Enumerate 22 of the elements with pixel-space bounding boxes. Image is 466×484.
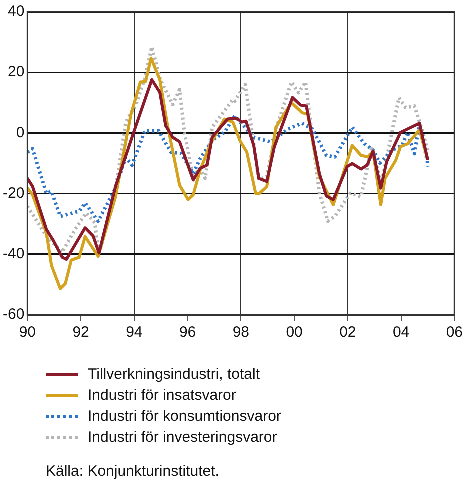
y-tick-label: 20	[8, 64, 25, 81]
y-tick-label: -20	[2, 184, 25, 202]
y-tick-label: 40	[8, 3, 25, 20]
x-tick-label: 06	[446, 324, 463, 342]
y-tick-label: -60	[2, 306, 25, 324]
x-tick-label: 90	[19, 324, 36, 342]
legend-label: Industri för insatsvaror	[88, 387, 236, 404]
legend-label: Industri för investeringsvaror	[88, 429, 278, 446]
x-tick-label: 98	[232, 324, 250, 342]
x-tick-label: 04	[392, 324, 410, 342]
x-tick-label: 00	[286, 324, 303, 342]
x-tick-label: 02	[340, 324, 356, 342]
legend-label: Industri för konsumtionsvaror	[88, 408, 282, 425]
legend-label: Tillverkningsindustri, totalt	[88, 366, 260, 383]
y-tick-label: 0	[16, 124, 25, 142]
x-tick-label: 92	[72, 324, 90, 342]
line-series	[28, 45, 430, 256]
line-series	[28, 114, 430, 224]
x-tick-label: 96	[179, 324, 196, 342]
x-tick-label: 94	[126, 324, 143, 342]
y-tick-label: -40	[2, 246, 25, 263]
text: Källa: Konjunkturinstitutet.	[46, 463, 220, 480]
